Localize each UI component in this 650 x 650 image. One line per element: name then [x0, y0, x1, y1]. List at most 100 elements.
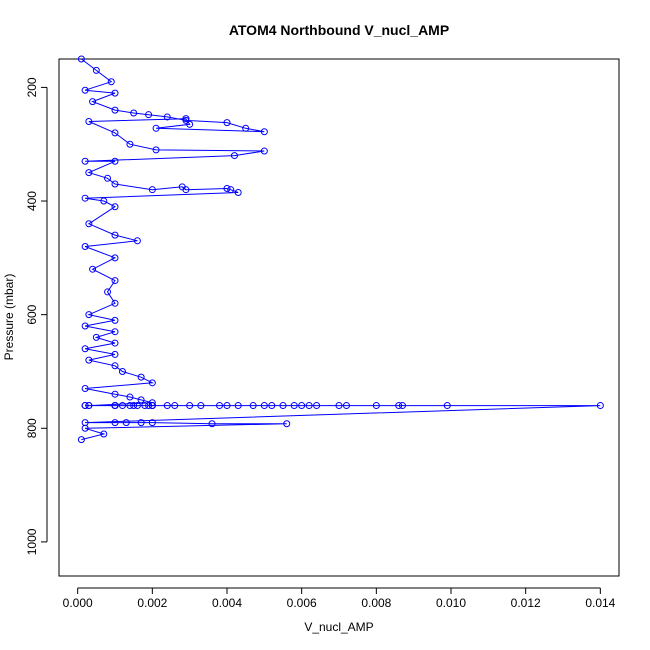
data-point [182, 115, 190, 123]
data-point [152, 146, 160, 154]
data-point [197, 402, 205, 410]
data-point [148, 186, 156, 194]
data-point [111, 419, 119, 427]
data-point [118, 402, 126, 410]
data-point [77, 436, 85, 444]
data-point [89, 98, 97, 106]
data-point [92, 333, 100, 341]
data-point [279, 402, 287, 410]
series-layer [77, 55, 604, 444]
data-point [89, 265, 97, 273]
data-point [126, 393, 134, 401]
y-tick-label: 200 [25, 77, 39, 97]
data-point [137, 419, 145, 427]
data-point [298, 402, 306, 410]
data-point [133, 237, 141, 245]
data-point [107, 78, 115, 86]
data-point [313, 402, 321, 410]
data-point [77, 55, 85, 63]
data-point [111, 339, 119, 347]
x-tick-label: 0.008 [361, 596, 391, 610]
data-point [145, 111, 153, 119]
data-point [234, 402, 242, 410]
data-point [163, 113, 171, 121]
data-point [133, 402, 141, 410]
data-point [335, 402, 343, 410]
data-point [111, 106, 119, 114]
data-point [111, 299, 119, 307]
data-point [85, 356, 93, 364]
data-point [216, 402, 224, 410]
data-point [85, 169, 93, 177]
plot-frame [58, 58, 620, 577]
data-point [111, 129, 119, 137]
data-point [100, 430, 108, 438]
data-point [223, 402, 231, 410]
data-point [186, 120, 194, 128]
data-point [111, 89, 119, 97]
data-point [111, 180, 119, 188]
data-point [111, 328, 119, 336]
data-point [81, 424, 89, 432]
data-point [126, 402, 134, 410]
series-line [81, 58, 601, 441]
data-point [81, 86, 89, 94]
data-point [596, 402, 604, 410]
data-point [81, 242, 89, 250]
data-point [372, 402, 380, 410]
data-point [111, 231, 119, 239]
data-point [208, 420, 216, 428]
data-point [81, 402, 89, 410]
data-point [152, 124, 160, 132]
data-point [260, 128, 268, 136]
data-point [118, 367, 126, 375]
x-tick-label: 0.006 [287, 596, 317, 610]
data-point [85, 311, 93, 319]
data-point [111, 316, 119, 324]
data-point [171, 402, 179, 410]
data-point [260, 147, 268, 155]
data-point [111, 254, 119, 262]
data-point [137, 396, 145, 404]
y-axis-label: Pressure (mbar) [2, 274, 16, 361]
data-point [111, 402, 119, 410]
data-point [111, 157, 119, 165]
data-point [398, 402, 406, 410]
data-point [223, 185, 231, 193]
data-point [85, 220, 93, 228]
x-tick-label: 0.000 [63, 596, 93, 610]
x-tick-label: 0.002 [137, 596, 167, 610]
data-point [122, 419, 130, 427]
data-point [81, 322, 89, 330]
data-point [342, 402, 350, 410]
data-point [290, 402, 298, 410]
y-axis: 200 400 600 800 1000 [25, 77, 48, 555]
data-point [111, 390, 119, 398]
x-axis: 0.000 0.002 0.004 0.006 0.008 0.010 0.012 0.014 [63, 587, 616, 610]
data-point [148, 402, 156, 410]
data-point [81, 157, 89, 165]
x-tick-label: 0.010 [436, 596, 466, 610]
data-point [104, 174, 112, 182]
data-point [81, 194, 89, 202]
data-point [145, 402, 153, 410]
data-point [137, 373, 145, 381]
data-point [111, 277, 119, 285]
y-tick-label: 600 [25, 304, 39, 324]
data-point [443, 402, 451, 410]
data-point [260, 402, 268, 410]
data-point [130, 402, 138, 410]
data-point [141, 402, 149, 410]
data-point [234, 189, 242, 197]
data-point [111, 362, 119, 370]
data-point [230, 152, 238, 160]
data-point [223, 119, 231, 127]
data-point [305, 402, 313, 410]
data-point [100, 197, 108, 205]
data-point [283, 420, 291, 428]
data-point [85, 117, 93, 125]
x-axis-label: V_nucl_AMP [304, 620, 373, 634]
y-tick-label: 400 [25, 191, 39, 211]
chart-title: ATOM4 Northbound V_nucl_AMP [229, 22, 449, 38]
